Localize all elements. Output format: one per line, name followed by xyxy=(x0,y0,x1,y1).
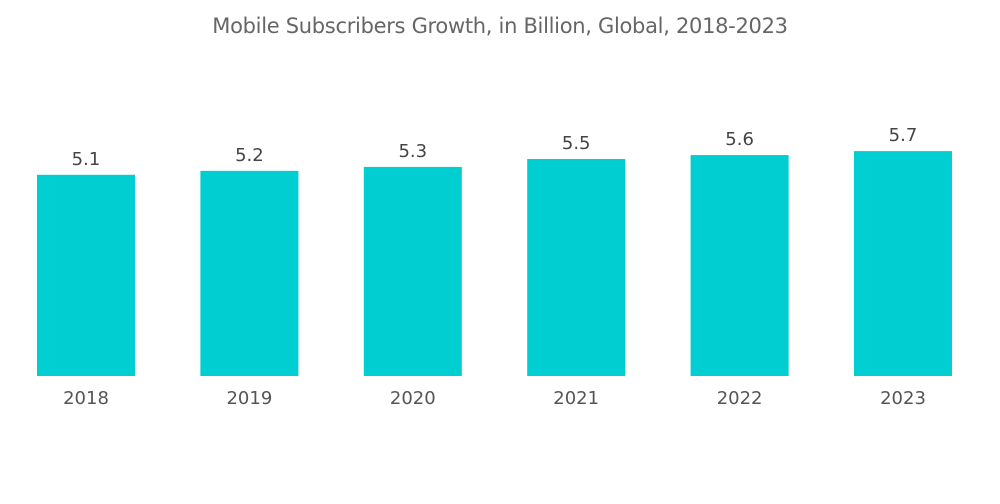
bar-2021 xyxy=(527,159,626,376)
x-tick-label-2023: 2023 xyxy=(880,388,926,409)
bar-2023 xyxy=(854,151,952,376)
bar-2022 xyxy=(690,155,789,376)
data-label-2021: 5.5 xyxy=(562,133,591,154)
data-label-2023: 5.7 xyxy=(889,125,918,146)
chart-title: Mobile Subscribers Growth, in Billion, G… xyxy=(212,14,788,38)
data-label-2018: 5.1 xyxy=(72,149,101,170)
bar-2018 xyxy=(37,174,135,376)
x-tick-label-2020: 2020 xyxy=(390,388,436,409)
data-label-2019: 5.2 xyxy=(235,145,264,166)
x-tick-label-2019: 2019 xyxy=(226,388,272,409)
data-label-2020: 5.3 xyxy=(398,141,427,162)
x-tick-label-2018: 2018 xyxy=(63,388,109,409)
bar-2019 xyxy=(200,170,299,376)
x-tick-label-2021: 2021 xyxy=(553,388,599,409)
bar-2020 xyxy=(363,166,462,376)
x-tick-label-2022: 2022 xyxy=(717,388,763,409)
data-label-2022: 5.6 xyxy=(725,129,754,150)
